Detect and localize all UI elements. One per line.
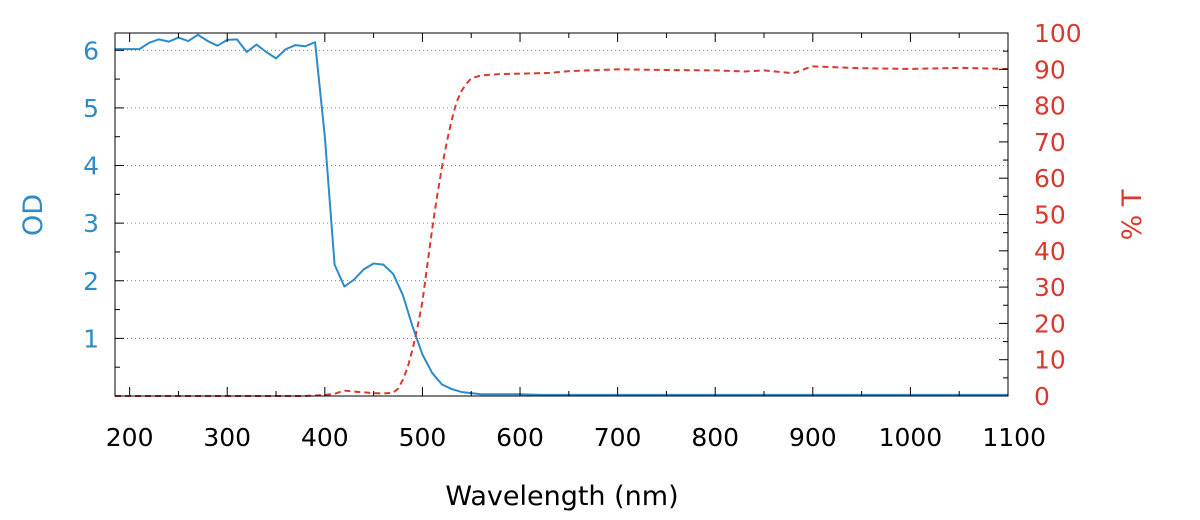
x-tick-label: 800 bbox=[691, 423, 739, 452]
right-tick-label: 20 bbox=[1034, 309, 1066, 338]
right-tick-label: 90 bbox=[1034, 55, 1066, 84]
x-tick-label: 700 bbox=[594, 423, 642, 452]
x-tick-label: 600 bbox=[496, 423, 544, 452]
x-tick-label: 1000 bbox=[879, 423, 943, 452]
series-lines bbox=[115, 33, 1009, 397]
plot-frame bbox=[114, 32, 1009, 397]
right-axis-label: % T bbox=[1117, 189, 1148, 240]
left-tick-label: 1 bbox=[83, 324, 99, 353]
right-tick-label: 40 bbox=[1034, 237, 1066, 266]
x-axis-ticks: 200 300 400 500 600 700 800 900 1000 1100 bbox=[106, 33, 1046, 452]
od-series-line bbox=[115, 33, 1008, 396]
x-tick-label: 500 bbox=[399, 423, 447, 452]
gridlines bbox=[115, 49, 1008, 339]
right-tick-label: 100 bbox=[1034, 19, 1082, 48]
right-tick-label: 80 bbox=[1034, 92, 1066, 121]
left-axis-label: OD bbox=[18, 194, 49, 236]
x-tick-label: 400 bbox=[301, 423, 349, 452]
left-axis-ticks: 1 2 3 4 5 6 bbox=[83, 36, 124, 368]
x-axis-label: Wavelength (nm) bbox=[445, 481, 678, 512]
x-tick-label: 200 bbox=[106, 423, 154, 452]
transmission-series-line bbox=[115, 65, 1009, 397]
left-tick-label: 2 bbox=[83, 267, 99, 296]
right-axis-ticks: 0 10 20 30 40 50 60 70 80 90 100 bbox=[999, 19, 1082, 411]
right-tick-label: 70 bbox=[1034, 128, 1066, 157]
x-tick-label: 1100 bbox=[982, 423, 1046, 452]
left-tick-label: 5 bbox=[83, 94, 99, 123]
left-tick-label: 6 bbox=[83, 36, 99, 65]
x-tick-label: 900 bbox=[789, 423, 837, 452]
left-tick-label: 4 bbox=[83, 152, 99, 181]
right-tick-label: 10 bbox=[1034, 346, 1066, 375]
x-tick-label: 300 bbox=[203, 423, 251, 452]
right-tick-label: 50 bbox=[1034, 201, 1066, 230]
right-tick-label: 30 bbox=[1034, 273, 1066, 302]
right-tick-label: 60 bbox=[1034, 164, 1066, 193]
left-tick-label: 3 bbox=[83, 209, 99, 238]
right-tick-label: 0 bbox=[1034, 382, 1050, 411]
